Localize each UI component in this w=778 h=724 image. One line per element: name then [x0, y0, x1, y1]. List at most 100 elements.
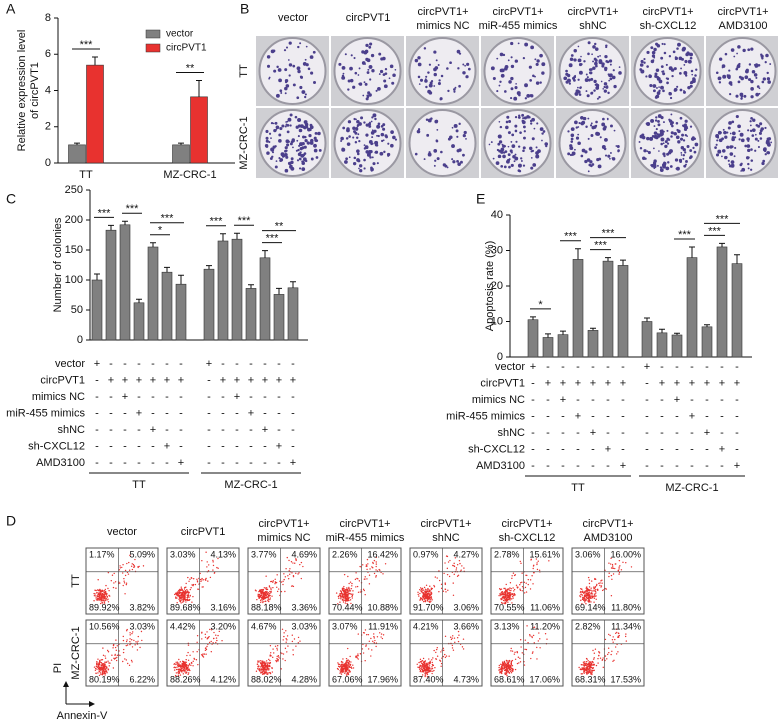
- colony: [288, 74, 291, 77]
- event-dot: [209, 576, 212, 579]
- condition-sign: -: [207, 424, 211, 436]
- colony: [313, 148, 318, 153]
- colony: [743, 94, 747, 98]
- event-dot: [444, 562, 446, 564]
- event-dot: [188, 672, 190, 674]
- colony: [537, 149, 541, 154]
- colony: [684, 151, 687, 154]
- event-dot: [270, 587, 272, 589]
- colony: [693, 137, 697, 141]
- colony: [590, 133, 594, 137]
- event-dot: [345, 597, 348, 600]
- colony: [604, 147, 607, 150]
- colony: [365, 133, 369, 137]
- event-dot: [97, 595, 99, 598]
- event-dot: [192, 595, 194, 598]
- event-dot: [602, 657, 604, 659]
- condition-sign: -: [561, 460, 565, 472]
- event-dot: [133, 564, 135, 567]
- colony: [755, 63, 759, 67]
- event-dot: [282, 580, 284, 583]
- event-dot: [182, 590, 185, 592]
- colony: [417, 56, 421, 60]
- colony: [578, 70, 583, 75]
- colony: [515, 140, 518, 143]
- event-dot: [201, 586, 203, 588]
- event-dot: [440, 662, 443, 665]
- event-dot: [420, 661, 422, 663]
- event-dot: [263, 587, 266, 589]
- colony: [507, 131, 511, 135]
- colony: [604, 154, 608, 157]
- colony: [352, 85, 356, 89]
- event-dot: [374, 639, 376, 642]
- event-dot: [424, 597, 426, 600]
- event-dot: [503, 667, 505, 670]
- event-dot: [505, 659, 508, 662]
- condition-sign: +: [605, 377, 611, 389]
- event-dot: [361, 648, 364, 650]
- event-dot: [297, 642, 300, 644]
- colony: [573, 58, 577, 62]
- event-dot: [103, 666, 105, 669]
- colony: [513, 160, 516, 163]
- condition-sign: +: [150, 374, 156, 386]
- event-dot: [347, 672, 349, 675]
- condition-sign: -: [249, 457, 253, 469]
- event-dot: [548, 560, 550, 562]
- event-dot: [267, 592, 270, 594]
- colony: [270, 49, 275, 54]
- bar: [656, 332, 668, 358]
- event-dot: [367, 648, 370, 650]
- event-dot: [597, 662, 599, 664]
- colony: [371, 116, 374, 119]
- colony: [765, 53, 769, 58]
- colony: [530, 45, 535, 50]
- colony: [463, 130, 467, 135]
- quadrant-value: 16.00%: [610, 549, 641, 559]
- colony: [365, 43, 369, 48]
- colony: [656, 133, 659, 136]
- colony: [357, 159, 361, 163]
- condition-sign: -: [123, 358, 127, 370]
- error-bar: [262, 250, 268, 258]
- colony: [675, 135, 680, 140]
- colony: [451, 126, 454, 129]
- event-dot: [508, 659, 511, 662]
- colony: [290, 140, 294, 144]
- event-dot: [348, 661, 351, 663]
- event-dot: [600, 586, 602, 588]
- colony: [492, 77, 496, 81]
- y-tick-label: 0: [45, 157, 51, 169]
- colony: [285, 46, 289, 49]
- event-dot: [101, 659, 104, 661]
- event-dot: [181, 663, 183, 665]
- event-dot: [511, 595, 514, 598]
- condition-sign: +: [164, 374, 170, 386]
- event-dot: [510, 650, 512, 652]
- condition-sign: -: [291, 391, 295, 403]
- colony: [354, 131, 358, 135]
- event-dot: [531, 575, 533, 577]
- colony: [721, 149, 726, 153]
- event-dot: [456, 575, 459, 577]
- colony: [683, 127, 688, 131]
- colony: [659, 166, 663, 169]
- colony: [590, 91, 594, 95]
- colony: [747, 148, 751, 153]
- event-dot: [375, 575, 377, 577]
- event-dot: [511, 602, 513, 604]
- event-dot: [297, 636, 300, 639]
- event-dot: [428, 665, 431, 667]
- colony: [298, 128, 303, 133]
- colony: [674, 58, 677, 61]
- event-dot: [217, 567, 219, 569]
- condition-sign: +: [674, 394, 680, 406]
- colony: [602, 117, 605, 121]
- event-dot: [128, 664, 131, 667]
- event-dot: [581, 591, 583, 594]
- event-dot: [366, 558, 369, 561]
- event-dot: [335, 592, 338, 594]
- colony: [673, 87, 678, 92]
- event-dot: [599, 584, 601, 587]
